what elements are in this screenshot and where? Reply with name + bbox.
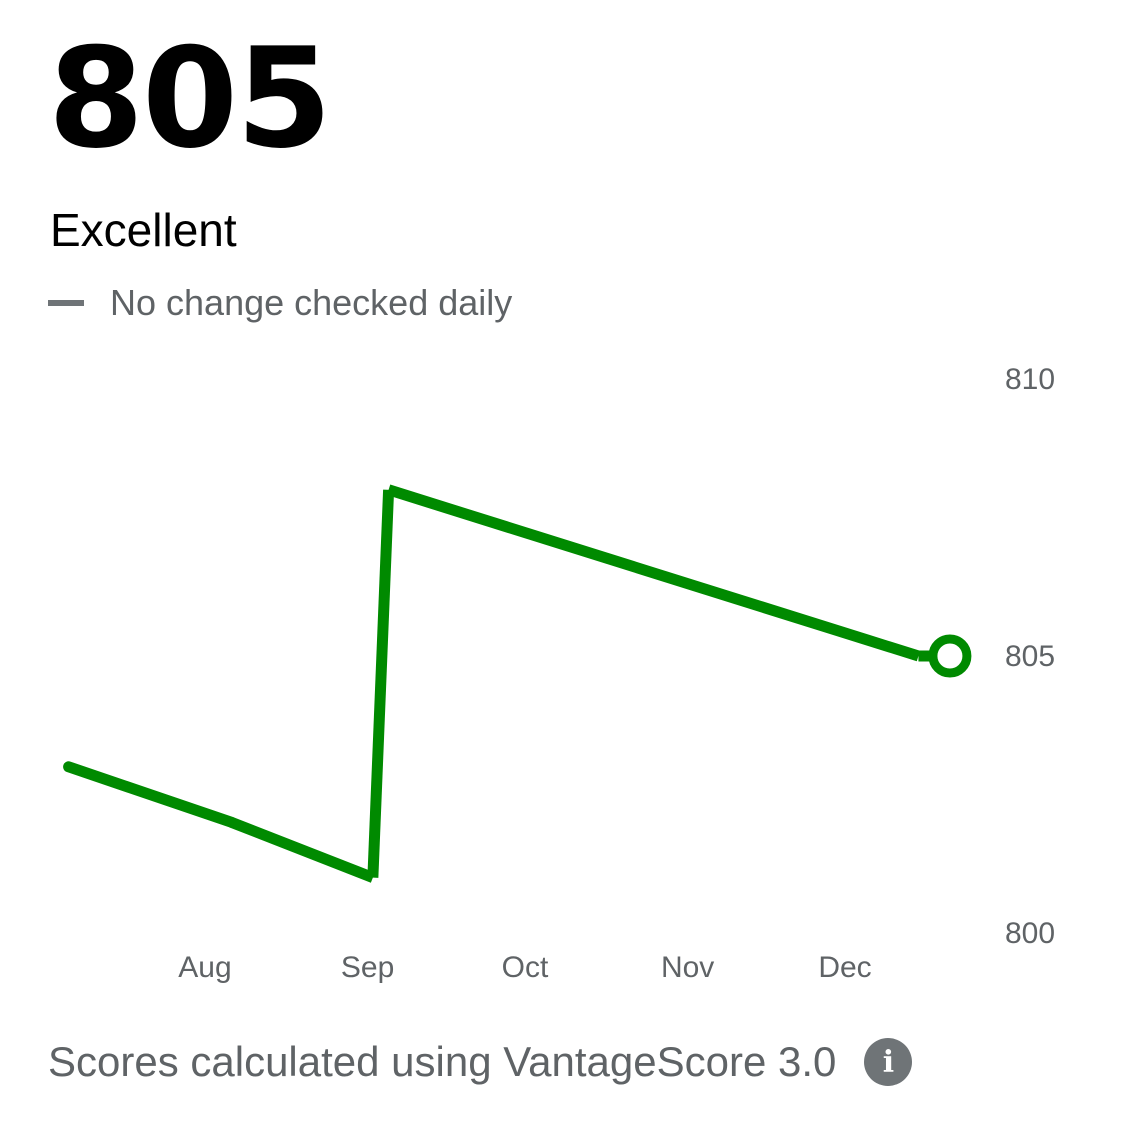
footer-text: Scores calculated using VantageScore 3.0 xyxy=(48,1038,837,1085)
score-line-segment xyxy=(386,484,921,662)
score-line-segment xyxy=(367,489,395,878)
x-tick-label: Nov xyxy=(661,951,714,984)
change-text: No change checked daily xyxy=(110,282,513,323)
credit-score: 805 xyxy=(48,18,332,179)
x-tick-label: Sep xyxy=(341,951,394,984)
score-line-segment xyxy=(63,761,237,828)
y-tick-label: 810 xyxy=(1005,363,1055,396)
score-line-segment xyxy=(229,817,375,883)
info-icon[interactable]: i xyxy=(864,1038,913,1086)
x-tick-label: Oct xyxy=(502,951,549,984)
footer: Scores calculated using VantageScore 3.0… xyxy=(48,1038,913,1086)
current-score-marker xyxy=(928,634,972,678)
x-tick-label: Aug xyxy=(178,951,231,984)
y-tick-label: 805 xyxy=(1005,640,1055,673)
y-tick-label: 800 xyxy=(1005,917,1055,950)
score-change: No change checked daily xyxy=(48,282,512,324)
score-rating: Excellent xyxy=(50,204,237,256)
dash-icon xyxy=(48,300,84,306)
x-tick-label: Dec xyxy=(818,951,871,984)
